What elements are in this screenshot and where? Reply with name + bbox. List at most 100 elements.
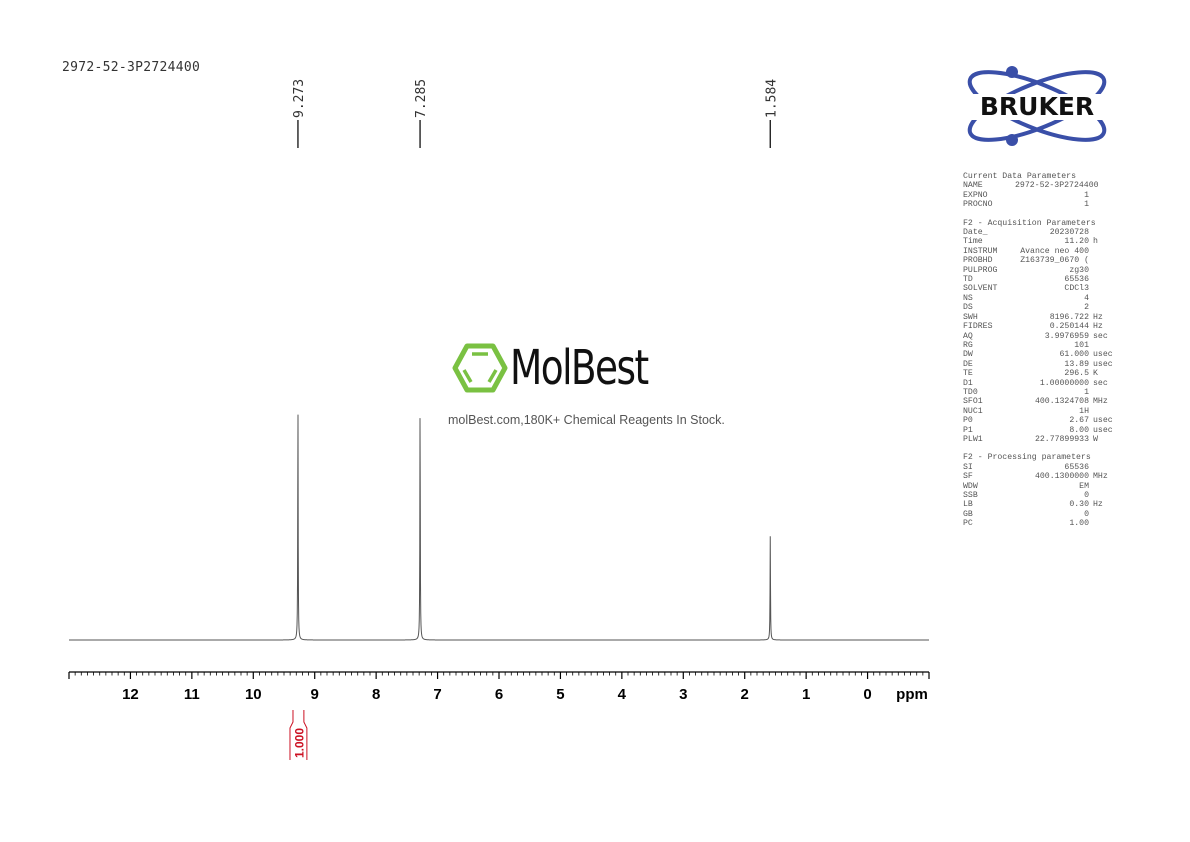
- parameter-value: 0: [1084, 509, 1089, 519]
- parameter-value: 1.00: [1069, 519, 1089, 529]
- parameter-name: PULPROG: [963, 265, 998, 275]
- parameter-row: RG 101: [963, 341, 1115, 350]
- parameter-unit: usec: [1093, 350, 1113, 360]
- parameter-name: D1: [963, 378, 973, 388]
- parameter-unit: sec: [1093, 331, 1108, 341]
- parameter-value: 8.00: [1069, 425, 1089, 435]
- parameter-value: 4: [1084, 293, 1089, 303]
- parameter-value: 2972-52-3P2724400: [1015, 181, 1099, 191]
- parameter-row: PC 1.00: [963, 519, 1115, 528]
- parameter-name: LB: [963, 500, 973, 510]
- parameter-value: 65536: [1064, 275, 1089, 285]
- integral-value: 1.000: [292, 728, 306, 758]
- parameter-unit: [1089, 482, 1093, 491]
- parameter-row: NUC1 1H: [963, 407, 1115, 416]
- parameter-row: DS 2: [963, 303, 1115, 312]
- parameter-value: 0.250144: [1049, 322, 1089, 332]
- parameter-unit: [1089, 407, 1093, 416]
- parameter-name: SFO1: [963, 397, 983, 407]
- parameter-name: RG: [963, 340, 973, 350]
- parameter-row: Time 11.20 h: [963, 237, 1115, 246]
- parameter-row: NAME 2972-52-3P2724400: [963, 181, 1115, 190]
- parameter-unit: Hz: [1093, 322, 1103, 332]
- parameter-name: P0: [963, 416, 973, 426]
- parameter-row: TD0 1: [963, 388, 1115, 397]
- peak-label: 1.584: [764, 79, 779, 118]
- parameter-section: F2 - Acquisition Parameters Date_ 20230728…: [963, 219, 1115, 445]
- parameter-unit: [1089, 256, 1093, 265]
- parameter-name: TD: [963, 275, 973, 285]
- parameter-value: CDCl3: [1064, 284, 1089, 294]
- parameter-unit: MHz: [1093, 472, 1108, 482]
- parameter-row: Date_ 20230728: [963, 228, 1115, 237]
- parameter-row: PROCNO 1: [963, 200, 1115, 209]
- parameter-unit: Hz: [1093, 500, 1103, 510]
- x-tick-label: 3: [679, 686, 687, 703]
- parameter-section: F2 - Processing parameters SI 65536 SF 400.1…: [963, 453, 1115, 528]
- parameter-value: Avance neo 400: [1020, 246, 1089, 256]
- parameter-value: 2.67: [1069, 416, 1089, 426]
- parameter-name: Date_: [963, 228, 988, 238]
- parameter-row: NS 4: [963, 294, 1115, 303]
- parameter-value: 0: [1084, 491, 1089, 500]
- parameter-unit: usec: [1093, 425, 1113, 435]
- parameter-value: 8196.722: [1049, 312, 1089, 322]
- parameter-unit: [1089, 491, 1093, 500]
- parameter-section-heading: F2 - Processing parameters: [963, 453, 1091, 463]
- bruker-logo: BRUKER: [959, 66, 1115, 146]
- parameter-section-heading: Current Data Parameters: [963, 172, 1077, 181]
- parameter-row: P0 2.67 usec: [963, 416, 1115, 425]
- parameter-value: 1: [1084, 200, 1089, 210]
- parameter-name: SI: [963, 462, 973, 472]
- parameter-unit: [1089, 247, 1093, 256]
- x-tick-label: 10: [245, 686, 262, 703]
- parameter-value: 20230728: [1049, 228, 1089, 238]
- parameter-name: Time: [963, 237, 983, 247]
- parameter-name: GB: [963, 509, 973, 519]
- parameter-unit: [1089, 200, 1093, 209]
- x-tick-label: 6: [495, 686, 503, 703]
- parameter-row: LB 0.30 Hz: [963, 500, 1115, 509]
- parameter-value: 0.30: [1069, 500, 1089, 510]
- parameter-unit: K: [1093, 369, 1098, 379]
- parameter-value: 22.77899933: [1034, 434, 1089, 444]
- parameter-row: AQ 3.9976959 sec: [963, 332, 1115, 341]
- parameter-value: 296.5: [1064, 369, 1089, 379]
- parameter-row: EXPNO 1: [963, 191, 1115, 200]
- peak-label: 7.285: [414, 79, 429, 118]
- parameter-value: 1H: [1079, 406, 1089, 416]
- parameter-unit: Hz: [1093, 312, 1103, 322]
- x-tick-label: 5: [556, 686, 564, 703]
- parameter-value: 1: [1084, 190, 1089, 200]
- parameter-unit: usec: [1093, 359, 1113, 369]
- parameter-name: SSB: [963, 491, 978, 500]
- parameter-name: AQ: [963, 331, 973, 341]
- x-tick-label: 12: [122, 686, 139, 703]
- spectrum-trace: [69, 414, 929, 641]
- parameter-name: SWH: [963, 312, 978, 322]
- parameter-row: P1 8.00 usec: [963, 426, 1115, 435]
- parameter-name: INSTRUM: [963, 246, 998, 256]
- parameter-value: EM: [1079, 481, 1089, 491]
- parameter-unit: [1089, 284, 1093, 293]
- parameter-row: D1 1.00000000 sec: [963, 379, 1115, 388]
- parameter-value: 1: [1084, 387, 1089, 397]
- parameter-name: PLW1: [963, 434, 983, 444]
- parameter-name: NAME: [963, 181, 983, 191]
- parameter-name: TD0: [963, 387, 978, 397]
- parameter-unit: [1089, 303, 1093, 312]
- acquisition-parameters-panel: Current Data Parameters NAME 2972-52-3P272…: [963, 172, 1115, 538]
- parameter-name: P1: [963, 425, 973, 435]
- parameter-row: SF 400.1300000 MHz: [963, 472, 1115, 481]
- parameter-value: 400.1324708: [1034, 397, 1089, 407]
- parameter-name: PROBHD: [963, 256, 993, 266]
- x-tick-label: 2: [741, 686, 749, 703]
- parameter-section-heading: F2 - Acquisition Parameters: [963, 218, 1096, 228]
- parameter-name: DS: [963, 303, 973, 313]
- parameter-name: NUC1: [963, 406, 983, 416]
- parameter-row: PLW1 22.77899933 W: [963, 435, 1115, 444]
- parameter-row: SFO1 400.1324708 MHz: [963, 397, 1115, 406]
- molbest-brand: MolBest: [510, 340, 649, 396]
- parameter-value: zg30: [1069, 265, 1089, 275]
